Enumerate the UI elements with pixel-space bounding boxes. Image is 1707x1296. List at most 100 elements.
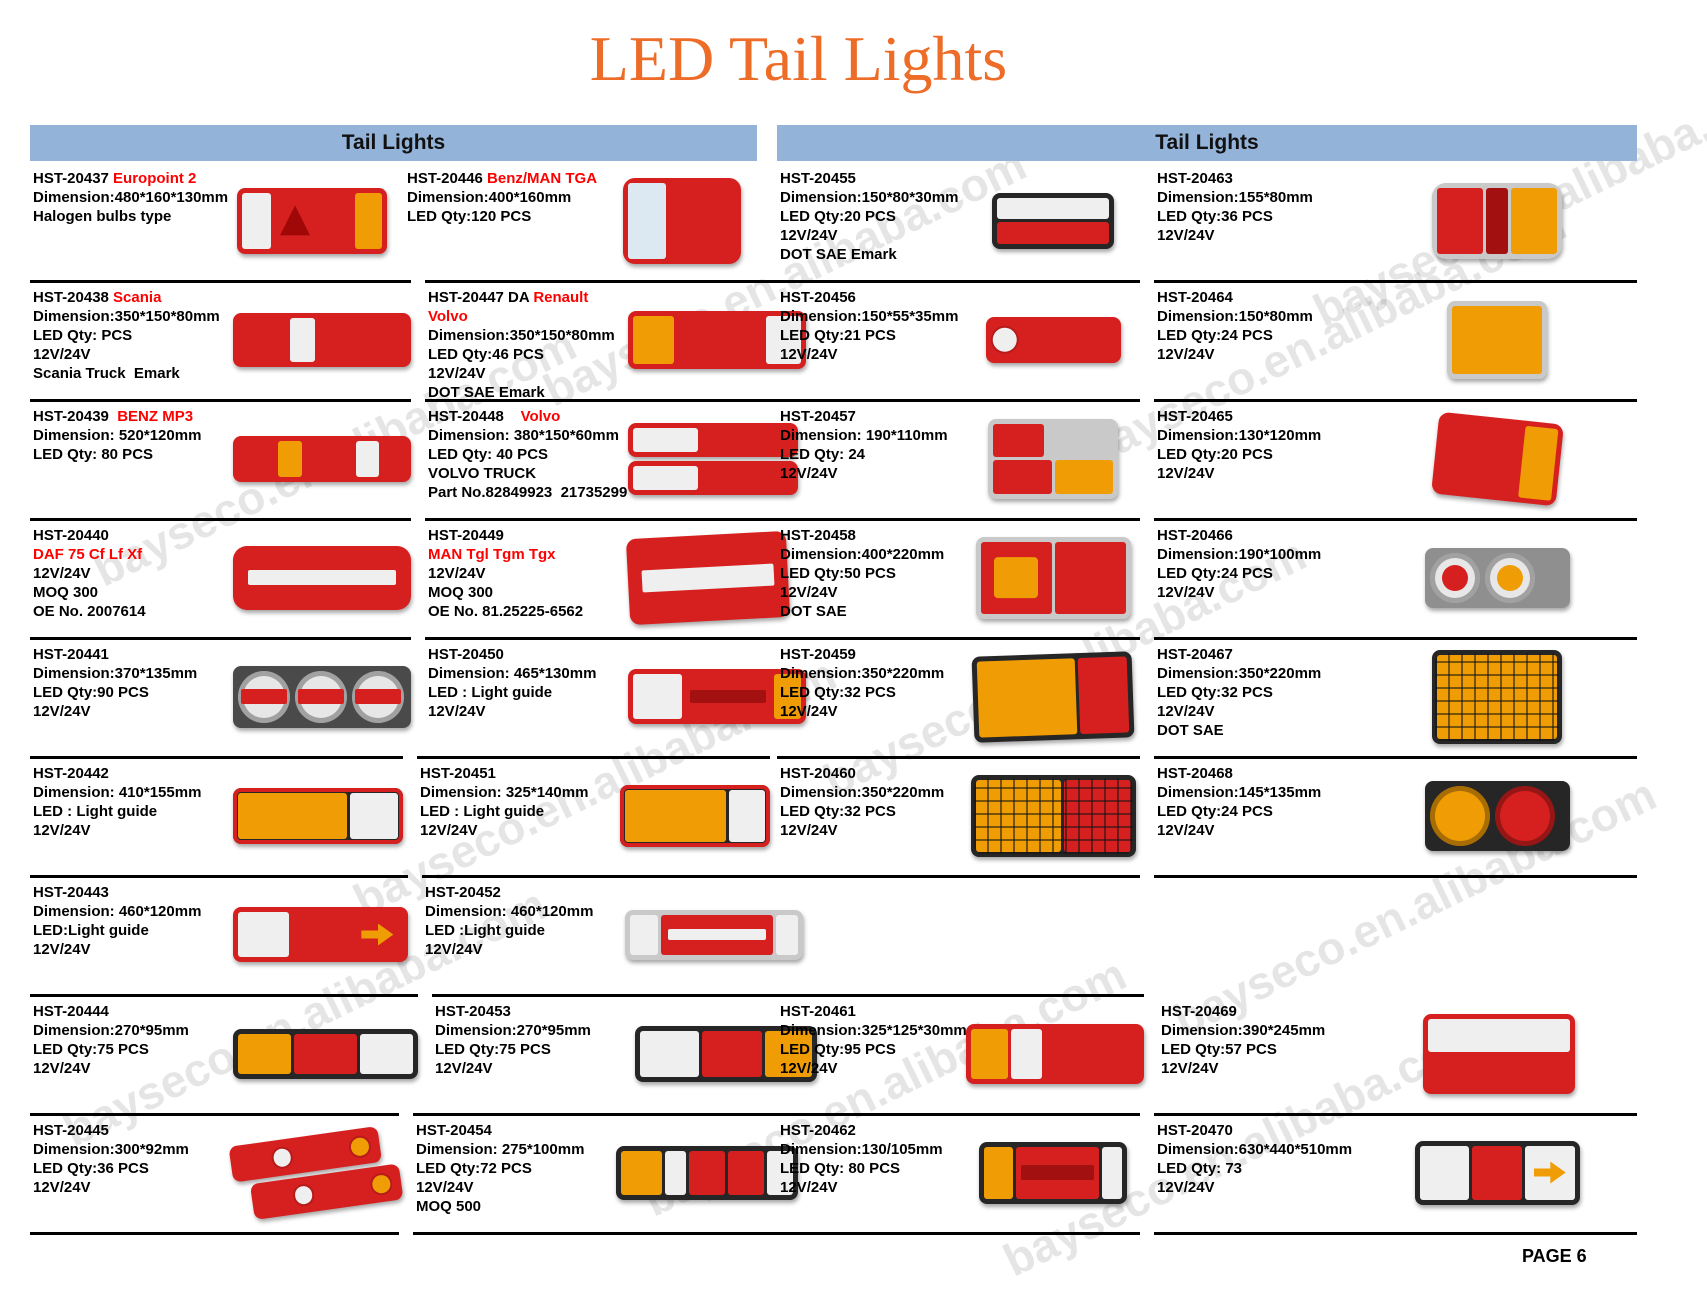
catalog-row: HST-20438 Scania Dimension:350*150*80mm LE… xyxy=(30,280,806,401)
spec-line: Dimension:390*245mm xyxy=(1161,1022,1326,1039)
lamp-segment xyxy=(640,1030,700,1077)
model-name: Renault Volvo xyxy=(428,289,593,325)
lamp-core xyxy=(1441,564,1468,591)
part-number: HST-20441 xyxy=(33,646,109,663)
lamp-segment xyxy=(625,789,727,842)
spec-line: 12V/24V xyxy=(428,565,486,582)
product-image xyxy=(1357,518,1637,637)
round-lens-icon xyxy=(272,1147,293,1168)
product-image xyxy=(1361,994,1637,1113)
lamp-segment xyxy=(669,182,736,259)
part-number: HST-20470 xyxy=(1157,1122,1233,1139)
catalog-row: HST-20462 Dimension:130/105mm LED Qty: 80 … xyxy=(777,1113,1637,1235)
page-number: PAGE 6 xyxy=(1522,1246,1587,1266)
empty-cell xyxy=(1154,875,1637,994)
round-lens-icon xyxy=(992,327,1018,352)
part-number-line: HST-20467 xyxy=(1157,645,1357,664)
lamp-body xyxy=(233,1028,418,1079)
product-image xyxy=(1357,1113,1637,1232)
product-info: HST-20440 DAF 75 Cf Lf Xf 12V/24V MOQ 300 OE… xyxy=(30,518,233,637)
spec-line: MOQ 300 xyxy=(428,584,494,601)
spec-line: 12V/24V xyxy=(780,584,838,601)
spec-line: LED Qty:75 PCS xyxy=(33,1041,149,1058)
spec-line: LED : Light guide xyxy=(428,684,553,701)
product-cell: HST-20470 Dimension:630*440*510mm LED Qty:… xyxy=(1154,1113,1637,1235)
product-image xyxy=(233,994,418,1113)
round-lamp xyxy=(238,670,290,723)
spec-line: 12V/24V xyxy=(33,346,91,363)
spec-line: Dimension: 460*120mm xyxy=(425,903,594,920)
lamp-segment xyxy=(1437,187,1483,254)
product-cell: HST-20455 Dimension:150*80*30mm LED Qty:20… xyxy=(777,161,1140,280)
lamp-segment xyxy=(355,192,382,249)
spec-line: LED :Light guide xyxy=(425,922,545,939)
lamp-segment xyxy=(774,674,801,719)
table-header-left: Tail Lights xyxy=(30,125,757,161)
spec-line: 12V/24V xyxy=(780,1060,838,1077)
lamp-body xyxy=(635,1025,817,1082)
lamp-segment xyxy=(1428,1055,1570,1089)
product-info: HST-20456 Dimension:150*55*35mm LED Qty:21… xyxy=(777,280,966,399)
product-cell: HST-20437 Europoint 2 Dimension:480*160*1… xyxy=(30,161,390,280)
spec-line: Dimension:270*95mm xyxy=(435,1022,591,1039)
product-info: HST-20441 Dimension:370*135mm LED Qty:90 P… xyxy=(30,637,233,756)
part-number: HST-20462 xyxy=(780,1122,856,1139)
product-cell: HST-20453 Dimension:270*95mm LED Qty:75 PC… xyxy=(432,994,817,1113)
product-image xyxy=(1357,637,1637,756)
part-number-line: HST-20470 xyxy=(1157,1121,1357,1140)
product-cell: HST-20446 Benz/MAN TGA Dimension:400*160m… xyxy=(404,161,757,280)
product-cell: HST-20456 Dimension:150*55*35mm LED Qty:21… xyxy=(777,280,1140,399)
part-number-line: HST-20446 Benz/MAN TGA xyxy=(407,169,607,188)
spec-line: Halogen bulbs type xyxy=(33,208,172,225)
part-number: HST-20467 xyxy=(1157,646,1233,663)
lamp-segment xyxy=(274,192,316,249)
part-number-line: HST-20460 xyxy=(780,764,966,783)
table-rows-right: HST-20455 Dimension:150*80*30mm LED Qty:20… xyxy=(777,161,1637,1235)
product-info: HST-20443 Dimension: 460*120mm LED:Light g… xyxy=(30,875,233,994)
lamp-segment xyxy=(630,914,658,955)
lamp-body xyxy=(1447,300,1547,379)
spec-line: LED Qty: 24 xyxy=(780,446,866,463)
lamp-segment xyxy=(305,440,353,477)
round-lamp xyxy=(1494,785,1555,846)
product-info: HST-20442 Dimension: 410*155mm LED : Light… xyxy=(30,756,233,875)
spec-line: Dimension:155*80mm xyxy=(1157,189,1313,206)
spec-line: 12V/24V xyxy=(780,227,838,244)
lamp-segment xyxy=(238,1033,291,1074)
spec-line: MOQ 500 xyxy=(416,1198,482,1215)
lamp-segment xyxy=(1452,305,1542,374)
catalog-row: HST-20441 Dimension:370*135mm LED Qty:90 P… xyxy=(30,637,806,756)
part-number-line: HST-20466 xyxy=(1157,526,1357,545)
spec-line: Dimension:350*220mm xyxy=(1157,665,1322,682)
part-number-line: HST-20452 xyxy=(425,883,625,902)
product-cell: HST-20463 Dimension:155*80mm LED Qty:36 PC… xyxy=(1154,161,1637,280)
spec-line: Dimension:350*150*80mm xyxy=(33,308,220,325)
part-number: HST-20461 xyxy=(780,1003,856,1020)
product-cell: HST-20465 Dimension:130*120mm LED Qty:20 P… xyxy=(1154,399,1637,518)
round-lens-icon xyxy=(350,1136,371,1157)
lamp-body xyxy=(233,312,411,367)
catalog-row: HST-20461 Dimension:325*125*30mm LED Qty:9… xyxy=(777,994,1637,1113)
product-info: HST-20446 Benz/MAN TGA Dimension:400*160m… xyxy=(404,161,607,280)
model-name: Europoint 2 xyxy=(113,170,197,187)
spec-line: Dimension: 275*100mm xyxy=(416,1141,585,1158)
spec-line: LED Qty:75 PCS xyxy=(435,1041,551,1058)
product-image xyxy=(628,280,806,399)
spec-line: Dimension:150*80*30mm xyxy=(780,189,959,206)
spec-line: LED Qty:21 PCS xyxy=(780,327,896,344)
product-image xyxy=(628,399,798,518)
lamp-pair xyxy=(628,422,798,495)
product-info: HST-20467 Dimension:350*220mm LED Qty:32 P… xyxy=(1154,637,1357,756)
catalog-row xyxy=(777,875,1637,994)
lamp-body xyxy=(628,669,806,724)
product-image xyxy=(233,399,411,518)
lamp-pair xyxy=(228,1123,404,1221)
product-cell: HST-20447 DA Renault Volvo Dimension:350*… xyxy=(425,280,806,401)
lamp-body xyxy=(628,422,798,457)
table-header-right: Tail Lights xyxy=(777,125,1637,161)
spec-line: Scania Truck Emark xyxy=(33,365,180,382)
lamp-segment xyxy=(990,321,1020,358)
lamp-segment xyxy=(1077,655,1130,734)
lamp-segment xyxy=(292,912,349,957)
